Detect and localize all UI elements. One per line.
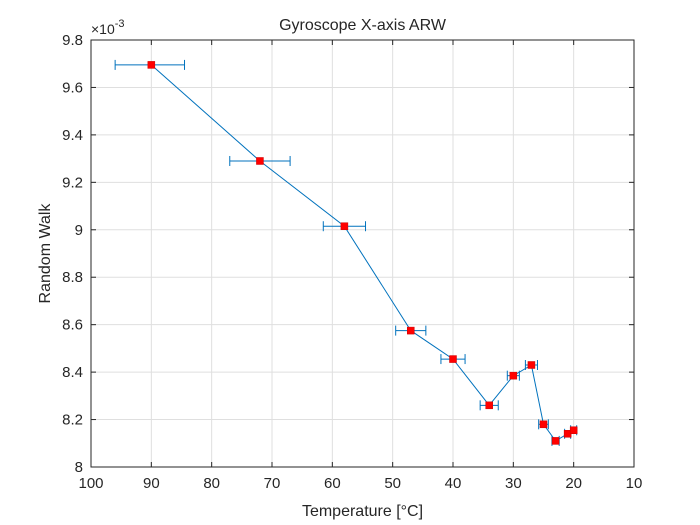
x-tick-label: 50 <box>384 475 401 492</box>
y-tick-label: 8.6 <box>62 317 83 334</box>
data-point-marker <box>509 371 518 380</box>
data-point-marker <box>551 437 560 445</box>
chart-title: Gyroscope X-axis ARW <box>279 17 447 34</box>
x-tick-label: 30 <box>505 475 522 492</box>
x-tick-label: 10 <box>626 475 643 492</box>
y-tick-label: 9.4 <box>62 127 83 144</box>
x-tick-label: 60 <box>324 475 341 492</box>
data-point-marker <box>340 222 349 230</box>
x-tick-label: 70 <box>264 475 281 492</box>
data-point-marker <box>539 420 548 429</box>
y-tick-label: 9.2 <box>62 174 83 191</box>
data-point-marker <box>527 361 536 369</box>
y-tick-label: 9.8 <box>62 32 83 49</box>
ticks: 100 90 80 70 60 50 40 30 20 10 8 8.2 8.4 8.6 8.8 9 9.2 9.… <box>62 32 642 492</box>
plot-area <box>91 40 634 467</box>
y-tick-label: 8.8 <box>62 269 83 286</box>
data-point-marker <box>449 355 457 363</box>
y-tick-label: 8.2 <box>62 412 83 429</box>
y-tick-label: 8.4 <box>62 364 83 381</box>
x-tick-label: 90 <box>143 475 160 492</box>
data-point-marker <box>147 61 156 69</box>
y-axis-exponent-power: -3 <box>115 18 125 30</box>
x-tick-label: 20 <box>565 475 582 492</box>
y-axis-label: Random Walk <box>37 203 54 304</box>
data-point-marker <box>256 157 264 165</box>
data-point-marker <box>569 426 578 434</box>
x-axis-label: Temperature [°C] <box>302 503 423 520</box>
y-axis-exponent-base: ×10 <box>91 21 115 37</box>
data-point-marker <box>485 401 493 410</box>
x-tick-label: 80 <box>203 475 220 492</box>
markers <box>147 61 578 445</box>
y-tick-label: 9 <box>75 222 83 239</box>
x-tick-label: 40 <box>445 475 462 492</box>
plot-frame <box>90 39 635 468</box>
y-axis-exponent: ×10-3 <box>91 18 125 37</box>
y-tick-label: 9.6 <box>62 79 83 96</box>
x-tick-label: 100 <box>78 475 103 492</box>
data-point-marker <box>407 326 415 335</box>
y-tick-label: 8 <box>75 459 83 476</box>
